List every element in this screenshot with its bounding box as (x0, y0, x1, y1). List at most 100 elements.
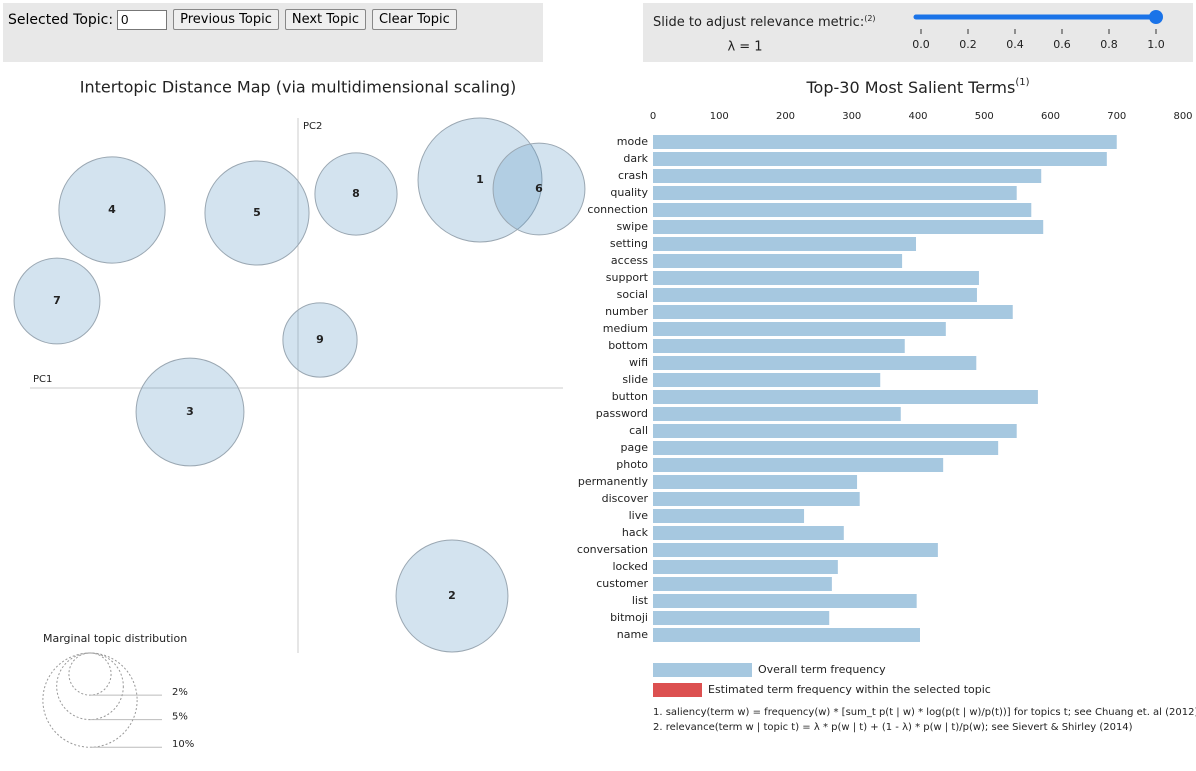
x-tick-label: 0 (650, 111, 656, 122)
term-label: dark (623, 152, 648, 165)
bar-title: Top-30 Most Salient Terms(1) (806, 77, 1030, 97)
term-label: conversation (577, 543, 648, 556)
topic-label: 1 (476, 173, 484, 186)
clear-topic-button[interactable]: Clear Topic (371, 9, 457, 30)
bar (653, 441, 999, 455)
term-label: connection (587, 203, 648, 216)
term-label: support (606, 271, 649, 284)
x-tick-label: 100 (710, 111, 729, 122)
term-label: quality (610, 186, 648, 199)
term-label: swipe (616, 220, 648, 233)
bar (653, 424, 1017, 438)
topic-circle[interactable] (282, 302, 358, 378)
bar-title-footnote: (1) (1015, 77, 1029, 88)
term-label: access (611, 254, 648, 267)
topic-label: 3 (186, 405, 194, 418)
bar (653, 373, 881, 387)
bar (653, 407, 901, 421)
topic-circle[interactable] (204, 160, 310, 266)
bar (653, 220, 1044, 234)
topic-label: 8 (352, 187, 360, 200)
bar (653, 356, 977, 370)
bar (653, 322, 946, 336)
topic-circle[interactable] (13, 257, 101, 345)
x-tick-label: 300 (842, 111, 861, 122)
term-label: customer (596, 577, 648, 590)
pc2-label: PC2 (303, 121, 322, 132)
bar (653, 492, 860, 506)
term-label: page (621, 441, 649, 454)
topic-label: 4 (108, 203, 116, 216)
term-label: bitmoji (610, 611, 648, 624)
bar (653, 152, 1107, 166)
bar (653, 203, 1032, 217)
term-label: wifi (629, 356, 648, 369)
x-tick-label: 200 (776, 111, 795, 122)
bar (653, 288, 977, 302)
term-label: locked (612, 560, 648, 573)
bar-title-text: Top-30 Most Salient Terms (806, 78, 1016, 97)
term-label: mode (617, 135, 648, 148)
term-label: password (596, 407, 648, 420)
term-label: permanently (578, 475, 649, 488)
bar (653, 237, 917, 251)
term-label: setting (610, 237, 648, 250)
topic-label: 2 (448, 589, 456, 602)
bar (653, 271, 979, 285)
term-label: name (617, 628, 648, 641)
term-label: list (632, 594, 649, 607)
legend-swatch (653, 663, 752, 677)
topic-label: 6 (535, 182, 543, 195)
topic-circle[interactable] (492, 142, 586, 236)
topic-circle[interactable] (58, 156, 166, 264)
x-tick-label: 500 (975, 111, 994, 122)
topic-circle[interactable] (395, 539, 509, 653)
footnote: 2. relevance(term w | topic t) = λ * p(w… (653, 722, 1133, 733)
size-legend-title: Marginal topic distribution (43, 632, 187, 645)
bar (653, 577, 832, 591)
bar (653, 594, 917, 608)
term-label: live (629, 509, 649, 522)
term-label: number (605, 305, 648, 318)
bar (653, 543, 938, 557)
term-label: bottom (608, 339, 648, 352)
x-tick-label: 700 (1107, 111, 1126, 122)
topic-circle[interactable] (314, 152, 398, 236)
topic-label: 9 (316, 333, 324, 346)
bar (653, 458, 944, 472)
footnote: 1. saliency(term w) = frequency(w) * [su… (653, 707, 1196, 718)
bar (653, 339, 905, 353)
topic-input[interactable] (117, 9, 168, 30)
bar (653, 526, 844, 540)
term-label: social (617, 288, 648, 301)
size-legend-label: 2% (172, 687, 188, 698)
size-legend-circle (56, 652, 124, 721)
term-label: medium (603, 322, 648, 335)
topic-circle[interactable] (135, 357, 245, 467)
size-legend-circle (42, 652, 138, 748)
selected-topic-label: Selected Topic: (8, 11, 114, 28)
term-label: button (612, 390, 648, 403)
previous-topic-button[interactable]: Previous Topic (173, 9, 279, 30)
topic-row: Selected Topic: Previous Topic Next Topi… (8, 9, 457, 30)
topic-circle[interactable] (417, 117, 543, 243)
bar (653, 186, 1017, 200)
size-legend-label: 5% (172, 712, 188, 723)
x-tick-label: 800 (1173, 111, 1192, 122)
bar (653, 135, 1117, 149)
term-label: discover (602, 492, 649, 505)
bar (653, 169, 1042, 183)
next-topic-button[interactable]: Next Topic (284, 9, 366, 30)
term-label: crash (618, 169, 648, 182)
x-tick-label: 400 (908, 111, 927, 122)
size-legend-label: 10% (172, 739, 194, 750)
bar (653, 475, 858, 489)
legend-label: Overall term frequency (758, 663, 886, 676)
x-tick-label: 600 (1041, 111, 1060, 122)
legend-label: Estimated term frequency within the sele… (708, 683, 991, 696)
bar (653, 628, 920, 642)
bar (653, 560, 838, 574)
term-label: photo (616, 458, 648, 471)
